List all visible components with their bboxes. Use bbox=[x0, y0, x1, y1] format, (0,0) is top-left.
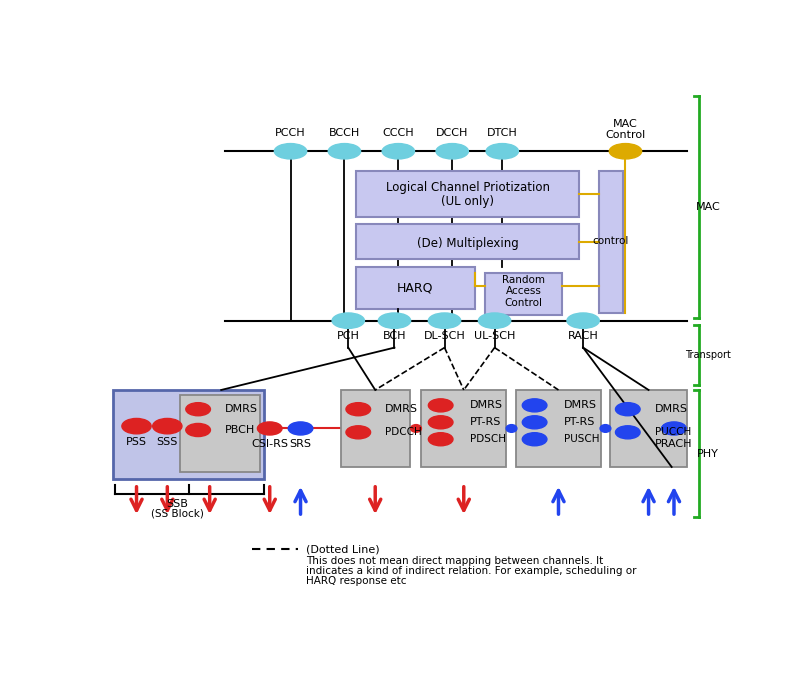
Text: HARQ response etc: HARQ response etc bbox=[306, 576, 407, 586]
Ellipse shape bbox=[523, 416, 547, 429]
Text: HARQ: HARQ bbox=[397, 282, 434, 295]
Bar bbox=[485, 273, 562, 316]
Text: PCCH: PCCH bbox=[275, 128, 306, 138]
Text: BCH: BCH bbox=[383, 331, 406, 341]
Text: PCH: PCH bbox=[337, 331, 360, 341]
Ellipse shape bbox=[378, 313, 411, 329]
Text: (De) Multiplexing: (De) Multiplexing bbox=[417, 237, 519, 250]
Bar bbox=[610, 390, 687, 467]
Text: PUCCH: PUCCH bbox=[654, 428, 691, 437]
Ellipse shape bbox=[411, 425, 421, 432]
Ellipse shape bbox=[382, 143, 415, 159]
Text: PDSCH: PDSCH bbox=[470, 434, 506, 444]
Bar bbox=[356, 225, 579, 259]
Text: DMRS: DMRS bbox=[564, 400, 597, 410]
Text: SSS: SSS bbox=[157, 437, 178, 447]
Ellipse shape bbox=[428, 399, 453, 412]
Text: PT-RS: PT-RS bbox=[564, 417, 595, 428]
Ellipse shape bbox=[328, 143, 360, 159]
Ellipse shape bbox=[436, 143, 468, 159]
Bar bbox=[356, 171, 579, 217]
Text: control: control bbox=[593, 236, 629, 247]
Text: DMRS: DMRS bbox=[385, 404, 418, 414]
Ellipse shape bbox=[332, 313, 364, 329]
Text: MAC
Control: MAC Control bbox=[606, 119, 646, 141]
Ellipse shape bbox=[567, 313, 599, 329]
Text: DMRS: DMRS bbox=[470, 400, 503, 410]
Ellipse shape bbox=[346, 426, 371, 439]
Text: (UL only): (UL only) bbox=[441, 195, 494, 208]
Text: indicates a kind of indirect relation. For example, scheduling or: indicates a kind of indirect relation. F… bbox=[306, 566, 637, 576]
Text: DTCH: DTCH bbox=[487, 128, 518, 138]
Ellipse shape bbox=[153, 419, 182, 434]
Ellipse shape bbox=[428, 416, 453, 429]
Text: PRACH: PRACH bbox=[655, 439, 693, 449]
Bar bbox=[598, 171, 623, 313]
Text: BCCH: BCCH bbox=[329, 128, 360, 138]
Ellipse shape bbox=[274, 143, 307, 159]
Text: This does not mean direct mapping between channels. It: This does not mean direct mapping betwee… bbox=[306, 556, 603, 566]
Text: CSI-RS: CSI-RS bbox=[251, 439, 288, 449]
Text: DMRS: DMRS bbox=[654, 404, 688, 414]
Text: Random
Access
Control: Random Access Control bbox=[503, 275, 546, 308]
Text: UL-SCH: UL-SCH bbox=[474, 331, 515, 341]
Ellipse shape bbox=[662, 422, 686, 435]
Bar bbox=[356, 267, 475, 309]
Ellipse shape bbox=[428, 313, 461, 329]
Ellipse shape bbox=[600, 425, 611, 432]
Ellipse shape bbox=[346, 403, 371, 416]
Ellipse shape bbox=[615, 426, 640, 439]
Text: PBCH: PBCH bbox=[225, 425, 256, 435]
Text: MAC: MAC bbox=[695, 201, 720, 212]
Ellipse shape bbox=[523, 399, 547, 412]
Text: DL-SCH: DL-SCH bbox=[423, 331, 465, 341]
Text: (SS Block): (SS Block) bbox=[151, 508, 204, 518]
Ellipse shape bbox=[662, 425, 673, 432]
Ellipse shape bbox=[486, 143, 519, 159]
Text: Transport: Transport bbox=[685, 350, 731, 359]
Ellipse shape bbox=[428, 433, 453, 446]
Ellipse shape bbox=[610, 143, 642, 159]
Text: SRS: SRS bbox=[289, 439, 312, 449]
Text: SSB: SSB bbox=[166, 499, 189, 509]
Ellipse shape bbox=[186, 423, 210, 436]
Ellipse shape bbox=[479, 313, 511, 329]
Bar bbox=[421, 390, 506, 467]
Text: PT-RS: PT-RS bbox=[470, 417, 501, 428]
Text: CCCH: CCCH bbox=[383, 128, 414, 138]
Ellipse shape bbox=[523, 433, 547, 446]
Ellipse shape bbox=[615, 403, 640, 416]
Ellipse shape bbox=[122, 419, 151, 434]
Bar bbox=[516, 390, 601, 467]
Text: PUSCH: PUSCH bbox=[564, 434, 599, 444]
Bar bbox=[181, 395, 260, 473]
Ellipse shape bbox=[288, 422, 313, 435]
Text: PSS: PSS bbox=[126, 437, 147, 447]
Ellipse shape bbox=[186, 403, 210, 416]
Text: (Dotted Line): (Dotted Line) bbox=[306, 544, 380, 555]
Text: DCCH: DCCH bbox=[436, 128, 468, 138]
Text: RACH: RACH bbox=[568, 331, 598, 341]
Text: Logical Channel Priotization: Logical Channel Priotization bbox=[386, 181, 550, 194]
Bar bbox=[113, 390, 264, 479]
Ellipse shape bbox=[257, 422, 282, 435]
Ellipse shape bbox=[506, 425, 517, 432]
Text: PHY: PHY bbox=[697, 449, 719, 459]
Text: PDCCH: PDCCH bbox=[385, 428, 422, 437]
Bar bbox=[340, 390, 410, 467]
Text: DMRS: DMRS bbox=[225, 404, 258, 414]
